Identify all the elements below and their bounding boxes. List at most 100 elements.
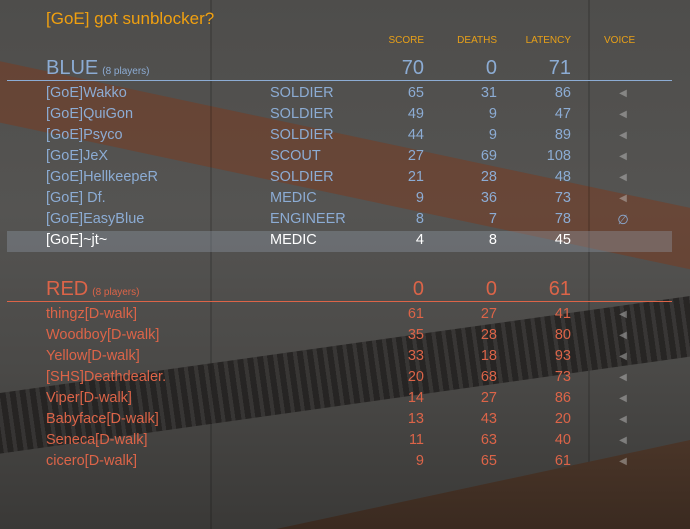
team-deaths: 0 xyxy=(485,278,497,300)
player-name: [GoE]QuiGon xyxy=(46,106,134,122)
speaker-icon[interactable]: ◀ xyxy=(619,372,627,383)
speaker-icon[interactable]: ◀ xyxy=(619,109,627,120)
player-latency: 40 xyxy=(554,432,571,448)
team-player-count: (8 players) xyxy=(92,287,140,298)
player-score: 11 xyxy=(408,432,424,448)
player-latency: 86 xyxy=(554,390,571,406)
player-class: SOLDIER xyxy=(270,106,334,122)
player-name: Babyface[D-walk] xyxy=(46,411,159,427)
player-name: thingz[D-walk] xyxy=(46,306,138,322)
player-name: [GoE]EasyBlue xyxy=(46,211,145,227)
player-deaths: 36 xyxy=(480,190,497,206)
player-name: [GoE]~jt~ xyxy=(46,232,108,248)
speaker-icon[interactable]: ◀ xyxy=(619,351,627,362)
player-latency: 47 xyxy=(554,106,571,122)
player-deaths: 68 xyxy=(480,369,497,385)
player-score: 21 xyxy=(407,169,424,185)
player-score: 65 xyxy=(407,85,424,101)
player-deaths: 18 xyxy=(480,348,497,364)
speaker-icon[interactable]: ◀ xyxy=(619,456,627,467)
player-latency: 93 xyxy=(554,348,571,364)
player-name: [GoE]Psyco xyxy=(46,127,123,143)
team-score: 70 xyxy=(401,57,424,79)
speaker-icon[interactable]: ◀ xyxy=(619,193,627,204)
speaker-icon[interactable]: ◀ xyxy=(619,151,627,162)
player-name: cicero[D-walk] xyxy=(46,453,138,469)
player-name: Seneca[D-walk] xyxy=(46,432,148,448)
player-latency: 78 xyxy=(554,211,571,227)
player-deaths: 28 xyxy=(480,327,497,343)
speaker-icon[interactable]: ◀ xyxy=(619,309,627,320)
column-header-score: SCORE xyxy=(388,35,424,46)
player-deaths: 27 xyxy=(480,390,497,406)
player-deaths: 9 xyxy=(488,127,497,143)
player-class: SOLDIER xyxy=(270,169,334,185)
player-latency: 86 xyxy=(554,85,571,101)
column-header-voice: VOICE xyxy=(604,35,636,46)
player-latency: 80 xyxy=(554,327,571,343)
team-label: BLUE xyxy=(46,57,99,79)
speaker-icon[interactable]: ◀ xyxy=(619,130,627,141)
player-latency: 73 xyxy=(554,190,571,206)
player-deaths: 9 xyxy=(488,106,497,122)
local-player-highlight xyxy=(7,231,672,252)
player-score: 4 xyxy=(415,232,424,248)
player-latency: 41 xyxy=(554,306,571,322)
team-label: RED xyxy=(46,278,89,300)
player-deaths: 65 xyxy=(480,453,497,469)
player-name: Yellow[D-walk] xyxy=(46,348,140,364)
player-deaths: 28 xyxy=(480,169,497,185)
speaker-icon[interactable]: ◀ xyxy=(619,414,627,425)
muted-icon[interactable]: ∅ xyxy=(617,212,629,227)
player-deaths: 69 xyxy=(480,148,497,164)
player-latency: 73 xyxy=(554,369,571,385)
team-player-count: (8 players) xyxy=(102,66,150,77)
server-title: [GoE] got sunblocker? xyxy=(46,9,215,28)
player-deaths: 8 xyxy=(488,232,497,248)
team-score: 0 xyxy=(412,278,424,300)
player-class: SCOUT xyxy=(270,148,321,164)
player-name: [GoE]HellkeepeR xyxy=(46,169,159,185)
player-score: 13 xyxy=(407,411,424,427)
player-latency: 61 xyxy=(554,453,571,469)
player-name: Viper[D-walk] xyxy=(46,390,132,406)
player-latency: 108 xyxy=(546,148,571,164)
player-deaths: 43 xyxy=(480,411,497,427)
player-score: 44 xyxy=(407,127,424,143)
player-class: MEDIC xyxy=(270,190,317,206)
column-header-latency: LATENCY xyxy=(525,35,571,46)
player-score: 49 xyxy=(407,106,424,122)
player-score: 9 xyxy=(415,190,424,206)
team-divider xyxy=(7,80,672,81)
player-deaths: 31 xyxy=(480,85,497,101)
team-name-blue: BLUE (8 players) xyxy=(46,57,150,80)
player-score: 8 xyxy=(415,211,424,227)
player-score: 20 xyxy=(407,369,424,385)
player-name: Woodboy[D-walk] xyxy=(46,327,160,343)
column-header-deaths: DEATHS xyxy=(457,35,497,46)
player-latency: 89 xyxy=(554,127,571,143)
speaker-icon[interactable]: ◀ xyxy=(619,393,627,404)
player-name: [GoE]Wakko xyxy=(46,85,127,101)
player-class: SOLDIER xyxy=(270,85,334,101)
team-latency: 71 xyxy=(548,57,571,79)
team-name-red: RED (8 players) xyxy=(46,278,139,301)
team-latency: 61 xyxy=(548,278,571,300)
player-score: 35 xyxy=(407,327,424,343)
player-deaths: 27 xyxy=(480,306,497,322)
player-class: ENGINEER xyxy=(270,211,346,227)
speaker-icon[interactable]: ◀ xyxy=(619,88,627,99)
speaker-icon[interactable]: ◀ xyxy=(619,330,627,341)
player-latency: 20 xyxy=(554,411,571,427)
speaker-icon[interactable]: ◀ xyxy=(619,172,627,183)
player-deaths: 7 xyxy=(488,211,497,227)
player-latency: 45 xyxy=(554,232,571,248)
player-score: 9 xyxy=(415,453,424,469)
player-class: SOLDIER xyxy=(270,127,334,143)
player-class: MEDIC xyxy=(270,232,317,248)
team-deaths: 0 xyxy=(485,57,497,79)
speaker-icon[interactable]: ◀ xyxy=(619,435,627,446)
player-score: 61 xyxy=(407,306,424,322)
